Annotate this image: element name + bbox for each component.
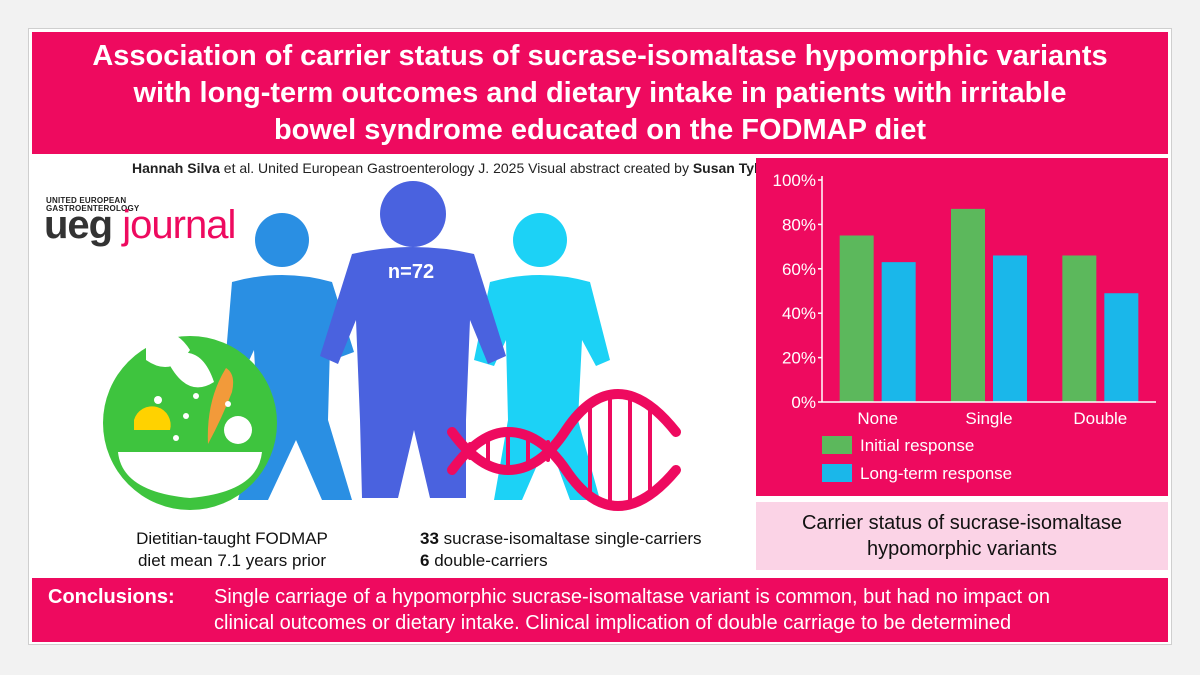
- carriers-caption-line-2: 6 double-carriers: [420, 550, 750, 572]
- y-tick-label: 60%: [782, 260, 816, 279]
- bar-chart: 0% 20% 40% 60% 80% 100% None Single Double Initia…: [773, 171, 1156, 483]
- double-carrier-text: double-carriers: [429, 551, 548, 570]
- logo-journal: journal: [122, 203, 236, 247]
- single-carrier-count: 33: [420, 529, 439, 548]
- legend-swatch: [822, 464, 852, 482]
- carriers-caption-line-1: 33 sucrase-isomaltase single-carriers: [420, 528, 750, 550]
- bar: [839, 235, 874, 402]
- single-carrier-text: sucrase-isomaltase single-carriers: [438, 529, 702, 548]
- carrier-status-line-2: hypomorphic variants: [866, 538, 1058, 560]
- legend-swatch: [822, 436, 852, 454]
- n-label: n=72: [388, 261, 434, 283]
- conclusions-line-2: clinical outcomes or dietary intake. Cli…: [214, 612, 1012, 634]
- bar: [951, 208, 985, 402]
- y-tick-label: 100%: [773, 171, 816, 190]
- citation-author: Hannah Silva: [132, 160, 220, 176]
- bar: [881, 262, 916, 402]
- citation: Hannah Silva et al. United European Gast…: [132, 160, 771, 176]
- legend-label: Long-term response: [860, 464, 1012, 483]
- illustration: n=72: [103, 181, 681, 512]
- fodmap-caption-line-2: diet mean 7.1 years prior: [137, 551, 327, 570]
- citation-creator: Susan Tyler: [692, 160, 772, 176]
- title-line-2: with long-term outcomes and dietary inta…: [133, 76, 1067, 109]
- legend-label: Initial response: [860, 436, 974, 455]
- chart-panel: 0% 20% 40% 60% 80% 100% None Single Double Initia…: [756, 158, 1168, 496]
- ueg-logo-small-text: UNITED EUROPEAN GASTROENTEROLOGY: [46, 197, 139, 213]
- conclusions-text: Single carriage of a hypomorphic sucrase…: [214, 584, 1164, 636]
- carrier-status-box: Carrier status of sucrase-isomaltase hyp…: [756, 502, 1168, 570]
- dna-icon: [447, 388, 681, 512]
- y-tick-label: 0%: [791, 393, 816, 412]
- conclusions-banner: Conclusions: Single carriage of a hypomo…: [32, 578, 1168, 642]
- x-tick-label: None: [857, 409, 898, 428]
- x-tick-label: Double: [1073, 409, 1127, 428]
- bar: [1062, 255, 1097, 402]
- bar: [993, 255, 1027, 402]
- citation-rest: et al. United European Gastroenterology …: [219, 160, 693, 176]
- y-tick-label: 80%: [782, 215, 816, 234]
- ueg-journal-logo: ueg journal: [44, 203, 236, 248]
- title-line-3: bowel syndrome educated on the FODMAP di…: [273, 113, 927, 146]
- y-tick-label: 40%: [782, 304, 816, 323]
- x-tick-label: Single: [965, 409, 1012, 428]
- title-line-1: Association of carrier status of sucrase…: [92, 39, 1108, 72]
- logo-small-line-2: GASTROENTEROLOGY: [46, 204, 140, 213]
- conclusions-line-1: Single carriage of a hypomorphic sucrase…: [214, 586, 1050, 608]
- fodmap-caption-line-1: Dietitian-taught FODMAP: [136, 529, 328, 548]
- bar: [1104, 293, 1139, 402]
- double-carrier-count: 6: [420, 551, 430, 570]
- logo-ueg: ueg: [44, 203, 113, 247]
- person-center-icon: n=72: [320, 181, 506, 498]
- conclusions-label: Conclusions:: [48, 586, 175, 608]
- carrier-status-line-1: Carrier status of sucrase-isomaltase: [801, 512, 1123, 534]
- y-tick-label: 20%: [782, 349, 816, 368]
- logo-small-line-1: UNITED EUROPEAN: [46, 196, 127, 205]
- salad-bowl-icon: [103, 332, 277, 510]
- carriers-caption: 33 sucrase-isomaltase single-carriers 6 …: [420, 528, 750, 572]
- title-banner: Association of carrier status of sucrase…: [32, 32, 1168, 154]
- fodmap-caption: Dietitian-taught FODMAP diet mean 7.1 ye…: [112, 528, 352, 572]
